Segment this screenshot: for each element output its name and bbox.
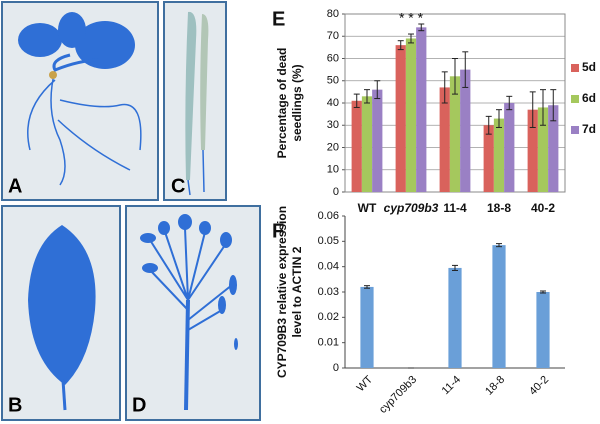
panel-label: D [132, 394, 146, 416]
error-bar [540, 89, 546, 126]
y-axis-label: level to ACTIN 2 [290, 246, 304, 337]
bar [351, 100, 362, 192]
error-bar [506, 95, 513, 111]
bar [536, 292, 550, 368]
panel-label: E [272, 8, 285, 30]
photo-c [163, 1, 227, 201]
error-bar [462, 51, 469, 88]
error-bar [418, 23, 425, 32]
error-bar [408, 33, 414, 44]
error-bar [364, 89, 370, 104]
bar [460, 69, 471, 192]
x-tick-label: WT [355, 373, 376, 394]
y-tick-label: 40 [327, 97, 339, 109]
legend-label: 6d [582, 91, 596, 105]
legend-swatch [571, 126, 579, 134]
error-bar [353, 93, 360, 108]
y-tick-label: 0.02 [318, 311, 339, 323]
bar [492, 245, 506, 368]
x-tick-label: 11-4 [443, 201, 467, 215]
y-tick-label: 10 [327, 164, 339, 176]
error-bar [485, 115, 492, 135]
panel-label: F [272, 220, 284, 242]
y-axis-label: Percentage of dead [275, 48, 289, 159]
y-axis-label: CYP709B3 relative expression [275, 206, 289, 378]
error-bar [374, 80, 381, 100]
bar [439, 87, 450, 192]
y-tick-label: 60 [327, 52, 339, 64]
x-tick-label: 18-8 [483, 374, 507, 398]
y-tick-label: 0.06 [318, 210, 339, 222]
bar [493, 118, 505, 192]
legend-label: 5d [582, 60, 596, 74]
y-tick-label: 0.03 [318, 286, 339, 298]
y-tick-label: 0.04 [318, 261, 339, 273]
bar [449, 76, 461, 192]
bar [372, 89, 383, 192]
y-tick-label: 30 [327, 119, 339, 131]
error-bar [364, 285, 370, 289]
bar [395, 45, 406, 193]
bar [360, 286, 374, 368]
annotation: * * * [399, 10, 424, 26]
legend-swatch [571, 95, 579, 103]
y-tick-label: 0 [333, 362, 339, 374]
legend-swatch [571, 64, 579, 72]
panel-label: B [8, 394, 22, 416]
y-tick-label: 0 [333, 186, 339, 198]
bar [405, 38, 417, 192]
error-bar [496, 243, 502, 248]
error-bar [452, 58, 458, 95]
x-tick-label: 18-8 [487, 201, 511, 215]
y-axis-label: seedlings (%) [290, 64, 304, 141]
error-bar [529, 91, 536, 128]
panel-label: C [171, 175, 185, 197]
bar [537, 107, 549, 192]
panel-label: A [8, 175, 22, 197]
x-tick-label: WT [358, 201, 377, 215]
photo-d [125, 205, 261, 421]
y-tick-label: 0.01 [318, 337, 339, 349]
y-tick-label: 50 [327, 75, 339, 87]
error-bar [550, 89, 557, 122]
x-tick-label: 40-2 [531, 201, 555, 215]
bar [361, 96, 373, 192]
error-bar [496, 109, 502, 128]
photo-a [1, 1, 159, 201]
error-bar [540, 290, 546, 294]
bar [527, 109, 538, 192]
x-tick-label: cyp709b3 [384, 201, 439, 215]
y-tick-label: 80 [327, 8, 339, 20]
bar [504, 103, 515, 192]
y-tick-label: 70 [327, 30, 339, 42]
photo-b [1, 205, 121, 421]
error-bar [452, 264, 458, 271]
error-bar [397, 40, 404, 51]
y-tick-label: 0.05 [318, 235, 339, 247]
legend-label: 7d [582, 122, 596, 136]
bar [416, 27, 427, 192]
error-bar [441, 71, 448, 104]
bar [448, 267, 462, 368]
bar [483, 125, 494, 192]
y-tick-label: 20 [327, 141, 339, 153]
x-tick-label: 40-2 [527, 374, 551, 398]
bar [548, 105, 559, 192]
x-tick-label: 11-4 [440, 374, 463, 397]
x-tick-label: cyp709b3 [377, 374, 419, 416]
